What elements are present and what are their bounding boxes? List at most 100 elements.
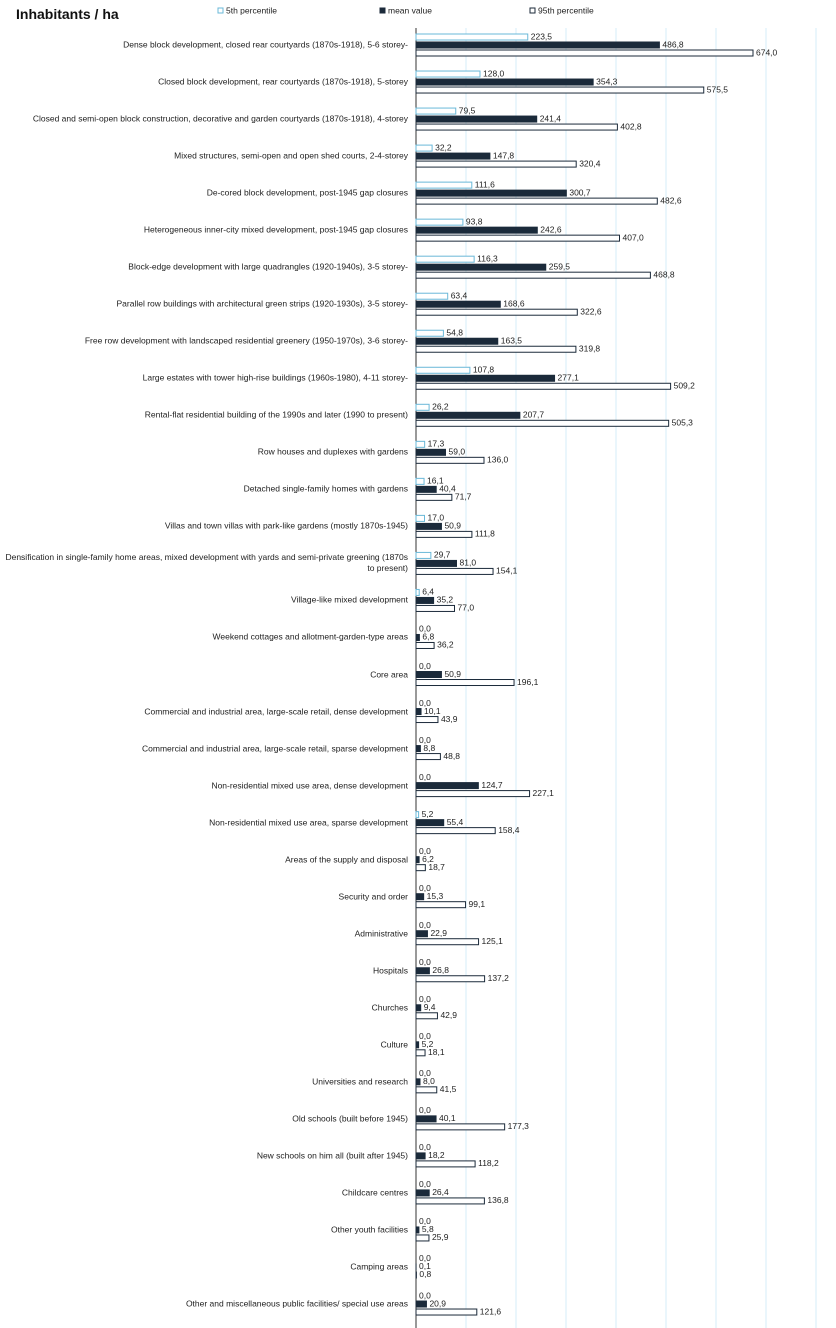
- bar: [415, 522, 442, 530]
- bar: [415, 403, 430, 411]
- chart-title: Inhabitants / ha: [16, 6, 119, 22]
- value-label: 32,2: [435, 142, 452, 152]
- value-label: 48,8: [443, 751, 460, 761]
- bar: [415, 901, 467, 909]
- value-label: 259,5: [549, 261, 571, 271]
- value-label: 136,0: [487, 455, 509, 465]
- category-label: Other youth facilities: [330, 1224, 408, 1235]
- legend-swatch: [529, 7, 536, 14]
- bar: [415, 382, 672, 390]
- value-label: 29,7: [434, 550, 451, 560]
- category-label: Commercial and industrial area, large-sc…: [144, 706, 408, 717]
- bar: [415, 271, 651, 279]
- value-label: 6,2: [422, 854, 434, 864]
- bar: [415, 551, 432, 559]
- category-label: Other and miscellaneous public facilitie…: [185, 1298, 408, 1309]
- category-label: Closed block development, rear courtyard…: [158, 76, 408, 87]
- value-label: 505,3: [672, 418, 694, 428]
- bar: [415, 559, 457, 567]
- value-label: 0,0: [419, 1105, 431, 1115]
- bar: [415, 448, 446, 456]
- value-label: 227,1: [533, 788, 555, 798]
- value-label: 468,8: [653, 269, 675, 279]
- value-label: 0,0: [419, 994, 431, 1004]
- value-label: 354,3: [596, 76, 618, 86]
- category-label: Villas and town villas with park-like ga…: [164, 520, 408, 531]
- category-label: New schools on him all (built after 1945…: [256, 1150, 408, 1161]
- value-label: 482,6: [660, 195, 682, 205]
- bar: [415, 1308, 478, 1316]
- value-label: 407,0: [623, 232, 645, 242]
- value-label: 17,0: [428, 513, 445, 523]
- value-label: 42,9: [440, 1010, 457, 1020]
- value-label: 54,8: [446, 327, 463, 337]
- category-label: Densification in single-family home area…: [5, 552, 408, 574]
- value-label: 18,1: [428, 1047, 445, 1057]
- bar: [415, 938, 480, 946]
- bar: [415, 115, 538, 123]
- bar: [415, 596, 435, 604]
- bar: [415, 152, 491, 160]
- bar: [415, 1160, 476, 1168]
- value-label: 320,4: [579, 158, 601, 168]
- value-label: 40,4: [439, 484, 456, 494]
- value-label: 16,1: [427, 476, 444, 486]
- bar: [415, 49, 754, 57]
- value-label: 486,8: [662, 39, 684, 49]
- bar: [415, 811, 420, 819]
- value-label: 0,1: [419, 1261, 431, 1271]
- bar: [415, 1123, 506, 1131]
- value-label: 118,2: [478, 1158, 499, 1168]
- bar: [415, 1152, 426, 1160]
- bar: [415, 189, 567, 197]
- bar: [415, 1086, 438, 1094]
- value-label: 0,0: [419, 698, 431, 708]
- category-label: Parallel row buildings with architectura…: [116, 298, 409, 309]
- value-label: 509,2: [674, 381, 696, 391]
- category-label: Security and order: [338, 891, 408, 902]
- value-label: 0,0: [419, 661, 431, 671]
- bar: [415, 1300, 427, 1308]
- bar: [415, 263, 547, 271]
- bar: [415, 366, 471, 374]
- bar: [415, 782, 479, 790]
- bar: [415, 1115, 437, 1123]
- value-label: 36,2: [437, 640, 454, 650]
- value-label: 0,8: [419, 1269, 431, 1279]
- value-label: 5,2: [422, 809, 434, 819]
- bar: [415, 930, 428, 938]
- value-label: 55,4: [447, 817, 464, 827]
- bar: [415, 790, 531, 798]
- value-label: 319,8: [579, 343, 601, 353]
- bar: [415, 226, 538, 234]
- value-label: 59,0: [449, 447, 466, 457]
- value-label: 207,7: [523, 410, 545, 420]
- value-label: 93,8: [466, 216, 483, 226]
- bar: [415, 641, 435, 649]
- bar: [415, 633, 420, 641]
- value-label: 177,3: [508, 1121, 530, 1131]
- category-label: Free row development with landscaped res…: [84, 335, 408, 346]
- bar: [415, 160, 577, 168]
- bar: [415, 1189, 430, 1197]
- bar: [415, 78, 594, 86]
- bar: [415, 308, 578, 316]
- bar: [415, 374, 556, 382]
- bar: [415, 967, 430, 975]
- legend-label: 95th percentile: [538, 5, 594, 15]
- bar: [415, 345, 577, 353]
- category-label: Universities and research: [312, 1076, 408, 1087]
- value-label: 50,9: [444, 669, 461, 679]
- bar: [415, 485, 437, 493]
- value-label: 0,0: [419, 846, 431, 856]
- value-label: 22,9: [430, 928, 447, 938]
- value-label: 8,0: [423, 1076, 435, 1086]
- value-label: 0,0: [419, 735, 431, 745]
- value-label: 99,1: [469, 899, 486, 909]
- value-label: 154,1: [496, 566, 518, 576]
- bar: [415, 753, 441, 761]
- category-label: Areas of the supply and disposal: [285, 854, 408, 865]
- bar: [415, 33, 529, 41]
- value-label: 10,1: [424, 706, 441, 716]
